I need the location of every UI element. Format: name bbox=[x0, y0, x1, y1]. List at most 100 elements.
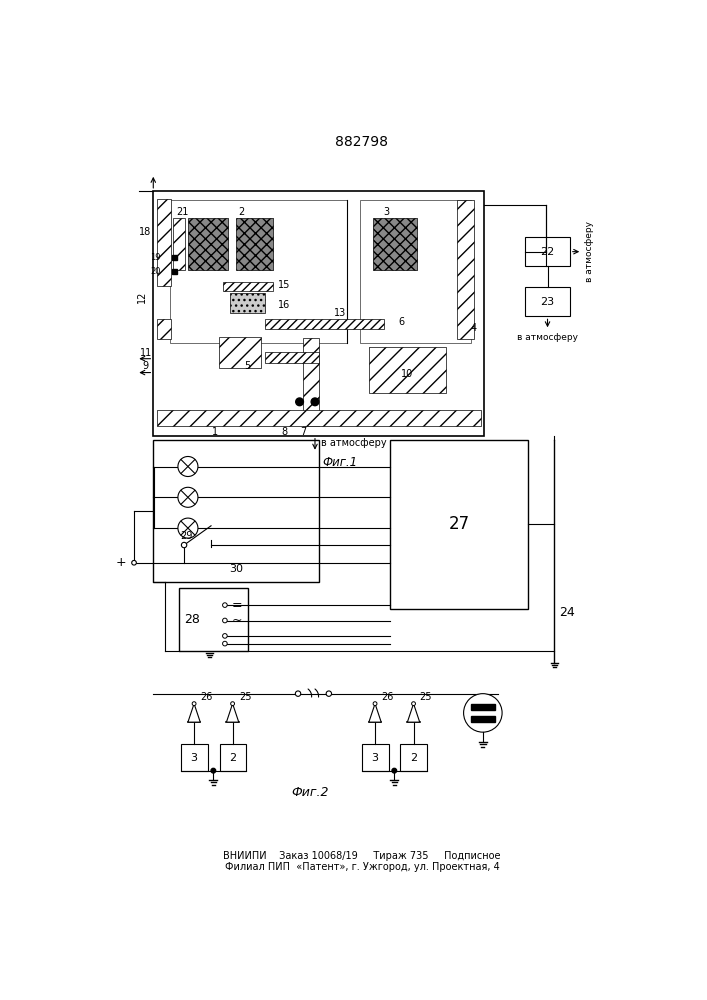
Text: Фиг.1: Фиг.1 bbox=[322, 456, 358, 469]
Polygon shape bbox=[188, 704, 200, 722]
Circle shape bbox=[223, 641, 227, 646]
Text: 1: 1 bbox=[212, 427, 218, 437]
Bar bbox=[172, 269, 177, 274]
Text: =: = bbox=[232, 599, 243, 612]
Text: 3: 3 bbox=[372, 753, 378, 763]
Text: 3: 3 bbox=[383, 207, 390, 217]
Bar bbox=[235, 218, 273, 270]
Text: 19: 19 bbox=[151, 253, 161, 262]
Circle shape bbox=[182, 542, 187, 548]
Polygon shape bbox=[226, 704, 239, 722]
Text: в атмосферу: в атмосферу bbox=[585, 221, 595, 282]
Text: ~: ~ bbox=[232, 614, 243, 627]
Circle shape bbox=[326, 691, 332, 696]
Text: 10: 10 bbox=[402, 369, 414, 379]
Bar bbox=[157, 199, 171, 286]
Text: в атмосферу: в атмосферу bbox=[321, 438, 387, 448]
Text: 6: 6 bbox=[398, 317, 404, 327]
Bar bbox=[265, 352, 319, 363]
Bar bbox=[181, 744, 208, 771]
Text: 9: 9 bbox=[143, 361, 148, 371]
Bar bbox=[153, 191, 484, 436]
Circle shape bbox=[178, 487, 198, 507]
Bar bbox=[173, 218, 185, 270]
Text: 29: 29 bbox=[180, 531, 192, 541]
Bar bbox=[525, 237, 570, 266]
Circle shape bbox=[373, 702, 377, 706]
Bar bbox=[188, 218, 228, 270]
Text: 30: 30 bbox=[229, 564, 243, 574]
Text: 25: 25 bbox=[420, 692, 432, 702]
Circle shape bbox=[296, 398, 303, 406]
Bar bbox=[471, 716, 495, 722]
Circle shape bbox=[311, 398, 319, 406]
Text: 2: 2 bbox=[239, 207, 245, 217]
Circle shape bbox=[392, 768, 397, 773]
Text: 26: 26 bbox=[200, 692, 213, 702]
Bar bbox=[223, 282, 273, 291]
Text: +: + bbox=[116, 556, 127, 569]
Text: 22: 22 bbox=[540, 247, 555, 257]
Bar bbox=[230, 293, 265, 312]
Text: 23: 23 bbox=[540, 297, 554, 307]
Circle shape bbox=[411, 702, 416, 706]
Bar bbox=[390, 440, 527, 609]
Text: 16: 16 bbox=[278, 300, 291, 310]
Text: 4: 4 bbox=[471, 323, 477, 333]
Circle shape bbox=[464, 694, 502, 732]
Text: Филиал ПИП  «Патент», г. Ужгород, ул. Проектная, 4: Филиал ПИП «Патент», г. Ужгород, ул. Про… bbox=[225, 862, 499, 872]
Bar bbox=[157, 319, 171, 339]
Bar bbox=[218, 337, 261, 368]
Bar bbox=[360, 200, 472, 343]
Text: 25: 25 bbox=[239, 692, 251, 702]
Text: 2: 2 bbox=[410, 753, 417, 763]
Text: 5: 5 bbox=[244, 361, 250, 371]
Bar bbox=[265, 319, 385, 329]
Text: 12: 12 bbox=[136, 291, 147, 303]
Bar bbox=[369, 347, 446, 393]
Text: 2: 2 bbox=[229, 753, 236, 763]
Text: 882798: 882798 bbox=[335, 135, 388, 149]
Text: 26: 26 bbox=[381, 692, 394, 702]
Bar bbox=[373, 218, 417, 270]
Bar bbox=[525, 287, 570, 316]
Bar bbox=[179, 588, 248, 651]
Circle shape bbox=[178, 456, 198, 477]
Bar bbox=[153, 440, 319, 582]
Circle shape bbox=[296, 691, 300, 696]
Circle shape bbox=[223, 634, 227, 638]
Bar bbox=[400, 744, 428, 771]
Text: 27: 27 bbox=[448, 515, 469, 533]
Text: в атмосферу: в атмосферу bbox=[517, 333, 578, 342]
Bar bbox=[457, 200, 474, 339]
Polygon shape bbox=[369, 704, 381, 722]
Text: Фиг.2: Фиг.2 bbox=[291, 786, 328, 799]
Circle shape bbox=[192, 702, 196, 706]
Text: 15: 15 bbox=[278, 280, 291, 290]
Bar bbox=[170, 200, 347, 343]
Text: 3: 3 bbox=[191, 753, 197, 763]
Text: 28: 28 bbox=[185, 613, 201, 626]
Bar bbox=[471, 704, 495, 710]
Circle shape bbox=[132, 560, 136, 565]
Circle shape bbox=[230, 702, 235, 706]
Text: 18: 18 bbox=[139, 227, 151, 237]
Text: 13: 13 bbox=[334, 308, 346, 318]
Circle shape bbox=[223, 618, 227, 623]
Text: 20: 20 bbox=[151, 267, 161, 276]
Text: 24: 24 bbox=[559, 606, 575, 619]
Text: 8: 8 bbox=[281, 427, 287, 437]
Text: ВНИИПИ    Заказ 10068/19     Тираж 735     Подписное: ВНИИПИ Заказ 10068/19 Тираж 735 Подписно… bbox=[223, 851, 501, 861]
Bar bbox=[172, 255, 177, 260]
Bar bbox=[219, 744, 247, 771]
Bar bbox=[157, 410, 481, 426]
Text: 7: 7 bbox=[300, 427, 307, 437]
Circle shape bbox=[178, 518, 198, 538]
Circle shape bbox=[211, 768, 216, 773]
Bar bbox=[362, 744, 389, 771]
Text: 21: 21 bbox=[176, 207, 189, 217]
Polygon shape bbox=[407, 704, 420, 722]
Text: 11: 11 bbox=[139, 348, 152, 358]
Circle shape bbox=[223, 603, 227, 607]
Bar bbox=[303, 338, 319, 426]
